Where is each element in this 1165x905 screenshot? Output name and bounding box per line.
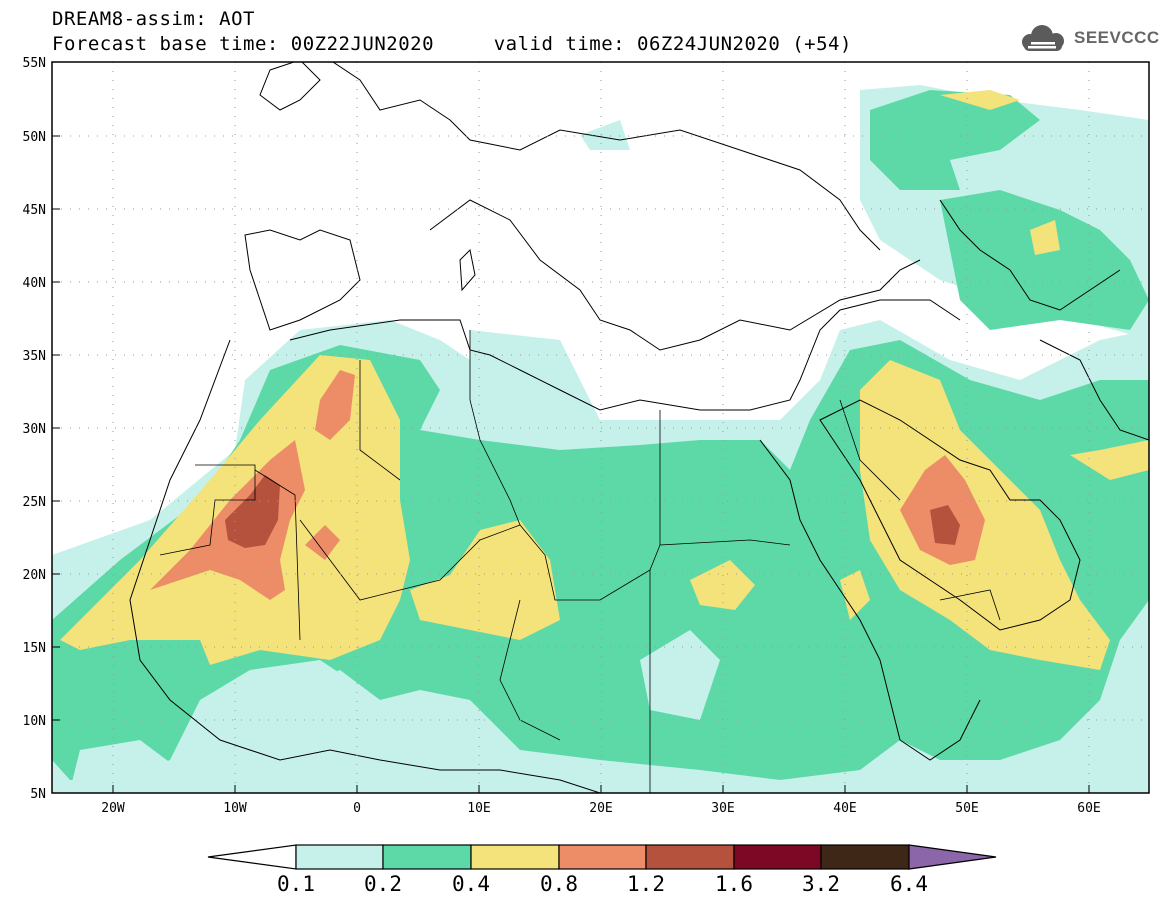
lon-label: 50E — [955, 801, 978, 816]
lon-label: 40E — [833, 801, 856, 816]
colorbar-segment — [908, 844, 997, 870]
lat-label: 20N — [23, 568, 46, 583]
lon-label: 0 — [353, 801, 361, 816]
colorbar-label: 1.6 — [715, 872, 753, 896]
axis-ticks — [52, 61, 1090, 794]
seevccc-logo: SEEVCCC — [1016, 24, 1159, 54]
colorbar-segment — [820, 844, 910, 870]
colorbar-label: 0.4 — [452, 872, 490, 896]
lat-label: 45N — [23, 203, 46, 218]
lon-label: 20W — [101, 801, 125, 816]
cloud-icon — [1022, 25, 1064, 51]
logo-text: SEEVCCC — [1074, 28, 1160, 47]
aot-band-1.2 — [225, 475, 960, 548]
latitude-labels: 5N 10N 15N 20N 25N 30N 35N 40N 45N 50N 5… — [23, 56, 46, 802]
colorbar-segment — [382, 844, 472, 870]
map-title: DREAM8-assim: AOT — [52, 8, 255, 30]
lat-label: 25N — [23, 495, 46, 510]
lat-label: 5N — [30, 787, 46, 802]
coastlines — [129, 62, 1149, 793]
colorbar-label: 6.4 — [890, 872, 928, 896]
colorbar-segment — [645, 844, 735, 870]
lat-label: 40N — [23, 276, 46, 291]
colorbar-label: 3.2 — [802, 872, 840, 896]
colorbar-segment — [470, 844, 560, 870]
lon-label: 30E — [711, 801, 734, 816]
lat-label: 55N — [23, 56, 46, 71]
colorbar-label: 0.8 — [540, 872, 578, 896]
lat-label: 10N — [23, 714, 46, 729]
colorbar-label: 1.2 — [627, 872, 665, 896]
lon-label: 10E — [467, 801, 490, 816]
aot-field — [52, 62, 1149, 793]
lon-label: 60E — [1077, 801, 1100, 816]
lat-label: 15N — [23, 641, 46, 656]
colorbar-segment — [295, 844, 384, 870]
lat-label: 50N — [23, 130, 46, 145]
longitude-labels: 20W 10W 0 10E 20E 30E 40E 50E 60E — [101, 801, 1100, 816]
aot-colorbar — [207, 844, 997, 870]
country-borders — [159, 330, 1001, 793]
colorbar-segment — [733, 844, 822, 870]
lat-label: 35N — [23, 349, 46, 364]
colorbar-segment — [558, 844, 647, 870]
forecast-time-line: Forecast base time: 00Z22JUN2020 valid t… — [52, 33, 852, 55]
colorbar-label: 0.2 — [364, 872, 402, 896]
lat-label: 30N — [23, 422, 46, 437]
lon-label: 10W — [223, 801, 247, 816]
colorbar-segment — [207, 844, 297, 870]
lon-label: 20E — [589, 801, 612, 816]
colorbar-label: 0.1 — [277, 872, 315, 896]
